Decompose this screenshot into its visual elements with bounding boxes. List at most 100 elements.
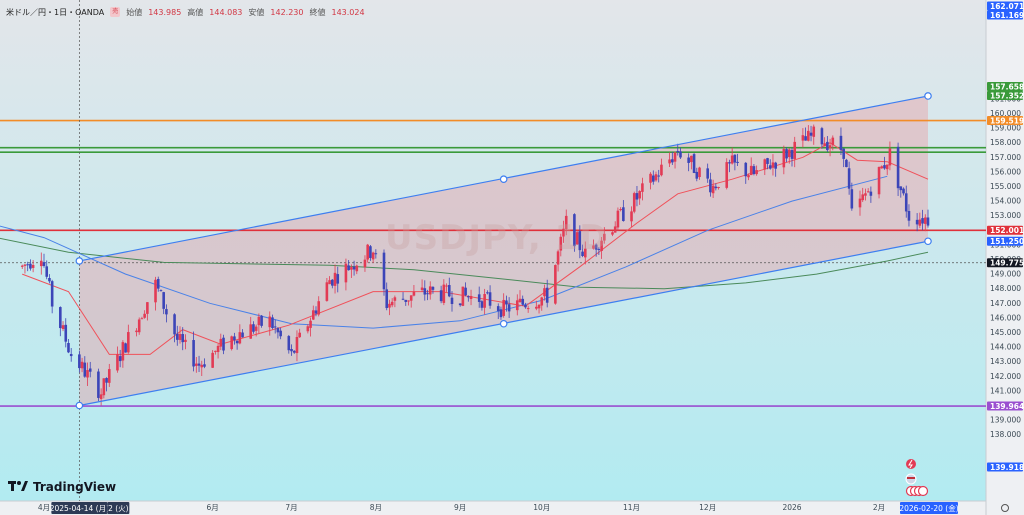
- candle-down: [347, 265, 350, 271]
- candle-up: [877, 167, 881, 195]
- candle-down: [679, 151, 682, 158]
- tradingview-icon: [8, 481, 28, 491]
- candle-down: [594, 244, 598, 250]
- candle-up: [333, 272, 337, 286]
- candle-up: [630, 211, 633, 222]
- candle-up: [195, 363, 198, 366]
- candle-down: [197, 363, 201, 366]
- candle-up: [420, 287, 424, 291]
- flash-event-icon[interactable]: [906, 459, 916, 469]
- price-label-box: [987, 258, 1023, 268]
- price-label-box: [987, 236, 1023, 246]
- ma-long-line: [0, 237, 929, 290]
- event-marker-icon[interactable]: [917, 485, 929, 497]
- channel-handle[interactable]: [499, 175, 508, 184]
- candle-up: [309, 320, 312, 328]
- candle-down: [450, 297, 454, 304]
- channel-handle[interactable]: [924, 237, 932, 246]
- candle-up: [918, 219, 922, 226]
- candle-down: [687, 157, 690, 163]
- candle-up: [807, 130, 810, 141]
- sell-badge[interactable]: 売: [110, 7, 121, 17]
- candle-up: [641, 183, 644, 192]
- candle-down: [826, 141, 829, 151]
- candle-down: [733, 154, 737, 163]
- candle-up: [698, 167, 701, 178]
- candle-up: [107, 369, 111, 383]
- candle-up: [178, 334, 182, 340]
- candle-up: [257, 316, 261, 326]
- candle-down: [869, 191, 873, 196]
- time-axis-background: [0, 501, 986, 515]
- time-tick-label: 2026: [782, 503, 801, 512]
- candle-down: [926, 217, 930, 226]
- candle-up: [116, 354, 119, 371]
- candle-up: [219, 338, 223, 347]
- candle-up: [135, 330, 138, 333]
- candle-up: [298, 332, 301, 338]
- candle-down: [507, 304, 511, 312]
- plot-background: [0, 0, 986, 501]
- channel-handle[interactable]: [499, 319, 508, 328]
- channel-handle[interactable]: [75, 401, 84, 410]
- cursor-date-label: 2026-02-20 (金): [899, 503, 958, 513]
- candle-down: [118, 356, 122, 362]
- tradingview-logo[interactable]: TradingView: [8, 480, 116, 494]
- channel-handle[interactable]: [75, 257, 84, 265]
- candle-up: [230, 336, 233, 350]
- candle-down: [657, 175, 661, 177]
- candle-up: [388, 303, 391, 308]
- candle-down: [499, 309, 503, 318]
- channel-handle[interactable]: [924, 92, 932, 100]
- symbol-title[interactable]: 米ドル／円・1日・OANDA: [6, 7, 105, 17]
- candle-up: [143, 313, 146, 318]
- time-tick-label: 8月: [370, 503, 382, 512]
- candle-up: [717, 187, 720, 189]
- settings-gear-icon[interactable]: [1001, 504, 1009, 512]
- candle-down: [736, 161, 739, 163]
- price-tick-label: 142.000: [990, 372, 1021, 381]
- candle-down: [447, 285, 451, 297]
- candle-down: [904, 193, 908, 212]
- candle-down: [744, 162, 748, 177]
- candle-up: [211, 352, 214, 368]
- partial-date-label: 2 (火): [108, 504, 129, 513]
- candle-down: [896, 146, 900, 189]
- ma-mid-line: [0, 175, 888, 329]
- candle-down: [426, 293, 429, 295]
- candle-up: [344, 263, 348, 283]
- candle-up: [311, 310, 315, 320]
- candle-up: [828, 145, 832, 149]
- candle-down: [524, 305, 527, 308]
- price-tick-label: 139.000: [990, 416, 1021, 425]
- candle-up: [787, 149, 791, 158]
- candle-down: [785, 149, 788, 159]
- candle-down: [165, 309, 168, 315]
- candle-down: [88, 368, 92, 372]
- candle-up: [592, 245, 595, 249]
- candle-up: [554, 265, 557, 304]
- symbol-watermark: USDJPY, 1D: [385, 218, 609, 258]
- candle-down: [709, 179, 712, 193]
- candle-up: [771, 162, 775, 168]
- candle-down: [233, 336, 236, 341]
- candle-up: [923, 217, 927, 224]
- candle-up: [543, 288, 546, 297]
- candle-down: [635, 193, 639, 200]
- candle-up: [660, 164, 663, 176]
- candle-down: [404, 299, 408, 302]
- candle-down: [692, 154, 696, 173]
- candle-up: [619, 209, 622, 211]
- candle-up: [366, 244, 369, 260]
- candle-up: [428, 286, 432, 295]
- candle-up: [102, 378, 106, 396]
- candle-up: [390, 301, 394, 306]
- candle-up: [515, 300, 519, 311]
- candle-down: [907, 210, 911, 221]
- candle-down: [477, 294, 481, 302]
- candle-down: [597, 248, 601, 250]
- candle-down: [752, 166, 756, 175]
- candle-down: [83, 362, 87, 377]
